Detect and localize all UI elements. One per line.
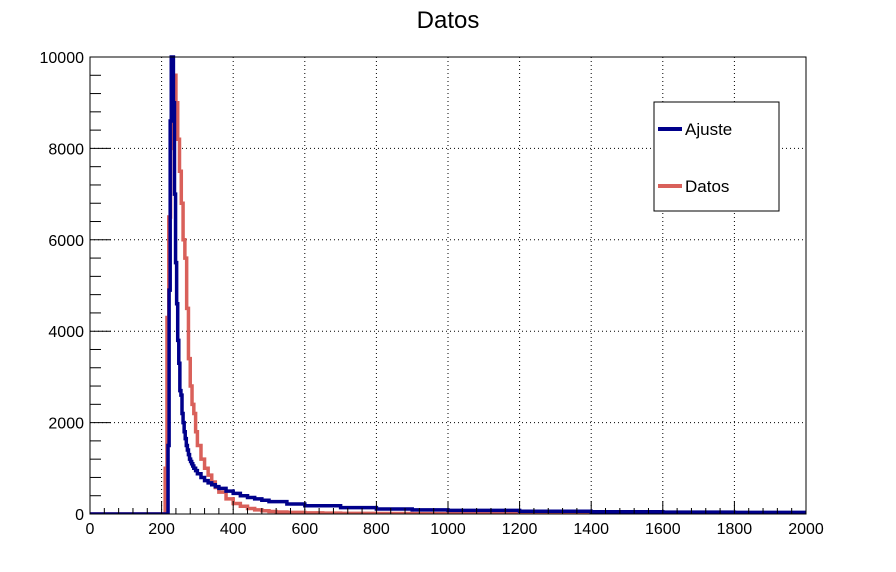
tick-labels: 0 200 400 600 800 1000 1200 1400 1600 1800 2000 0 20…	[40, 50, 824, 538]
chart-title: Datos	[417, 7, 480, 34]
x-tick-label: 2000	[788, 521, 824, 538]
x-tick-label: 1400	[573, 521, 609, 538]
x-tick-label: 600	[291, 521, 318, 538]
y-tick-label: 6000	[48, 233, 84, 250]
x-tick-label: 1000	[430, 521, 466, 538]
x-tick-label: 1600	[645, 521, 681, 538]
legend-box	[653, 101, 780, 212]
x-tick-label: 1200	[502, 521, 538, 538]
x-tick-label: 200	[148, 521, 175, 538]
y-tick-label: 0	[75, 507, 84, 524]
x-tick-label: 800	[363, 521, 390, 538]
y-tick-label: 2000	[48, 416, 84, 433]
legend-label-datos: Datos	[685, 177, 729, 196]
x-tick-label: 400	[220, 521, 247, 538]
legend-label-ajuste: Ajuste	[685, 120, 732, 139]
y-tick-label: 8000	[48, 141, 84, 158]
x-tick-label: 1800	[717, 521, 753, 538]
series-line-ajuste	[90, 55, 806, 514]
axis-ticks	[89, 56, 807, 515]
y-tick-label: 4000	[48, 324, 84, 341]
series-layer	[90, 55, 806, 514]
y-tick-label: 10000	[40, 50, 85, 67]
legend: Ajuste Datos	[653, 101, 780, 212]
x-tick-label: 0	[86, 521, 95, 538]
